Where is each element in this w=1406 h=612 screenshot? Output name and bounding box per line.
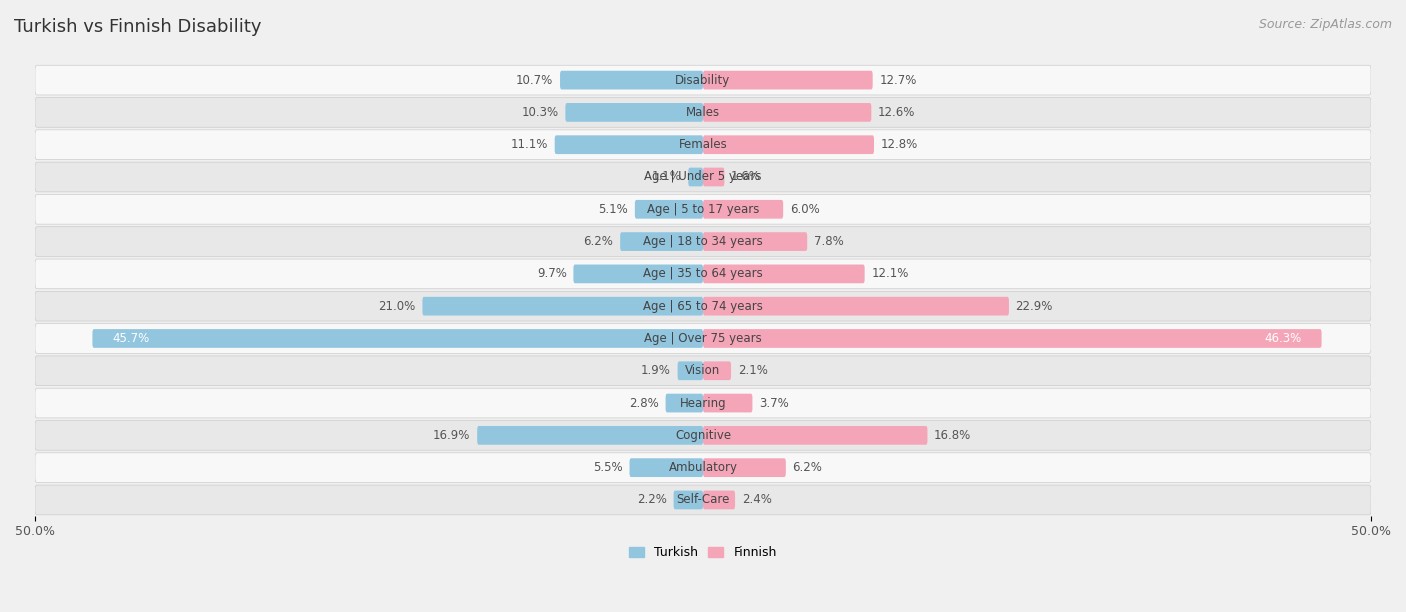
Text: Source: ZipAtlas.com: Source: ZipAtlas.com xyxy=(1258,18,1392,31)
FancyBboxPatch shape xyxy=(703,458,786,477)
Text: 10.7%: 10.7% xyxy=(516,73,554,87)
FancyBboxPatch shape xyxy=(35,485,1371,515)
Text: Vision: Vision xyxy=(685,364,721,377)
Text: Turkish vs Finnish Disability: Turkish vs Finnish Disability xyxy=(14,18,262,36)
FancyBboxPatch shape xyxy=(35,291,1371,321)
FancyBboxPatch shape xyxy=(703,103,872,122)
FancyBboxPatch shape xyxy=(422,297,703,316)
Text: 12.7%: 12.7% xyxy=(879,73,917,87)
FancyBboxPatch shape xyxy=(703,264,865,283)
Text: 10.3%: 10.3% xyxy=(522,106,558,119)
Text: 1.6%: 1.6% xyxy=(731,171,761,184)
Text: 9.7%: 9.7% xyxy=(537,267,567,280)
Text: 6.2%: 6.2% xyxy=(793,461,823,474)
Text: 3.7%: 3.7% xyxy=(759,397,789,409)
FancyBboxPatch shape xyxy=(665,394,703,412)
Text: Ambulatory: Ambulatory xyxy=(668,461,738,474)
Text: 16.9%: 16.9% xyxy=(433,429,471,442)
Text: 12.1%: 12.1% xyxy=(872,267,908,280)
Text: 2.2%: 2.2% xyxy=(637,493,666,507)
FancyBboxPatch shape xyxy=(703,135,875,154)
Text: Age | 35 to 64 years: Age | 35 to 64 years xyxy=(643,267,763,280)
FancyBboxPatch shape xyxy=(35,453,1371,482)
Text: 1.9%: 1.9% xyxy=(641,364,671,377)
FancyBboxPatch shape xyxy=(35,356,1371,386)
FancyBboxPatch shape xyxy=(620,232,703,251)
FancyBboxPatch shape xyxy=(35,97,1371,127)
FancyBboxPatch shape xyxy=(35,65,1371,95)
Text: 5.1%: 5.1% xyxy=(599,203,628,216)
FancyBboxPatch shape xyxy=(35,420,1371,450)
Text: 2.4%: 2.4% xyxy=(742,493,772,507)
Text: Age | Under 5 years: Age | Under 5 years xyxy=(644,171,762,184)
Text: 46.3%: 46.3% xyxy=(1264,332,1302,345)
Text: 22.9%: 22.9% xyxy=(1015,300,1053,313)
FancyBboxPatch shape xyxy=(555,135,703,154)
FancyBboxPatch shape xyxy=(703,232,807,251)
FancyBboxPatch shape xyxy=(703,491,735,509)
Text: 2.8%: 2.8% xyxy=(628,397,659,409)
Legend: Turkish, Finnish: Turkish, Finnish xyxy=(624,541,782,564)
Text: Age | 18 to 34 years: Age | 18 to 34 years xyxy=(643,235,763,248)
Text: Self-Care: Self-Care xyxy=(676,493,730,507)
FancyBboxPatch shape xyxy=(35,388,1371,418)
FancyBboxPatch shape xyxy=(477,426,703,445)
FancyBboxPatch shape xyxy=(630,458,703,477)
FancyBboxPatch shape xyxy=(35,259,1371,289)
FancyBboxPatch shape xyxy=(703,297,1010,316)
FancyBboxPatch shape xyxy=(703,394,752,412)
Text: Disability: Disability xyxy=(675,73,731,87)
Text: 45.7%: 45.7% xyxy=(112,332,149,345)
FancyBboxPatch shape xyxy=(673,491,703,509)
FancyBboxPatch shape xyxy=(703,168,724,187)
FancyBboxPatch shape xyxy=(35,324,1371,353)
FancyBboxPatch shape xyxy=(35,226,1371,256)
Text: 6.2%: 6.2% xyxy=(583,235,613,248)
FancyBboxPatch shape xyxy=(703,71,873,89)
Text: 11.1%: 11.1% xyxy=(510,138,548,151)
FancyBboxPatch shape xyxy=(689,168,703,187)
FancyBboxPatch shape xyxy=(35,130,1371,160)
Text: Age | Over 75 years: Age | Over 75 years xyxy=(644,332,762,345)
FancyBboxPatch shape xyxy=(574,264,703,283)
FancyBboxPatch shape xyxy=(703,362,731,380)
FancyBboxPatch shape xyxy=(35,195,1371,224)
FancyBboxPatch shape xyxy=(565,103,703,122)
Text: 7.8%: 7.8% xyxy=(814,235,844,248)
FancyBboxPatch shape xyxy=(93,329,703,348)
FancyBboxPatch shape xyxy=(703,200,783,218)
Text: Males: Males xyxy=(686,106,720,119)
FancyBboxPatch shape xyxy=(678,362,703,380)
FancyBboxPatch shape xyxy=(560,71,703,89)
Text: 21.0%: 21.0% xyxy=(378,300,416,313)
Text: Cognitive: Cognitive xyxy=(675,429,731,442)
Text: 1.1%: 1.1% xyxy=(652,171,682,184)
Text: 5.5%: 5.5% xyxy=(593,461,623,474)
Text: Hearing: Hearing xyxy=(679,397,727,409)
Text: Age | 5 to 17 years: Age | 5 to 17 years xyxy=(647,203,759,216)
Text: Age | 65 to 74 years: Age | 65 to 74 years xyxy=(643,300,763,313)
Text: Females: Females xyxy=(679,138,727,151)
FancyBboxPatch shape xyxy=(636,200,703,218)
FancyBboxPatch shape xyxy=(703,329,1322,348)
Text: 12.8%: 12.8% xyxy=(880,138,918,151)
Text: 2.1%: 2.1% xyxy=(738,364,768,377)
FancyBboxPatch shape xyxy=(703,426,928,445)
Text: 16.8%: 16.8% xyxy=(934,429,972,442)
Text: 12.6%: 12.6% xyxy=(877,106,915,119)
Text: 6.0%: 6.0% xyxy=(790,203,820,216)
FancyBboxPatch shape xyxy=(35,162,1371,192)
